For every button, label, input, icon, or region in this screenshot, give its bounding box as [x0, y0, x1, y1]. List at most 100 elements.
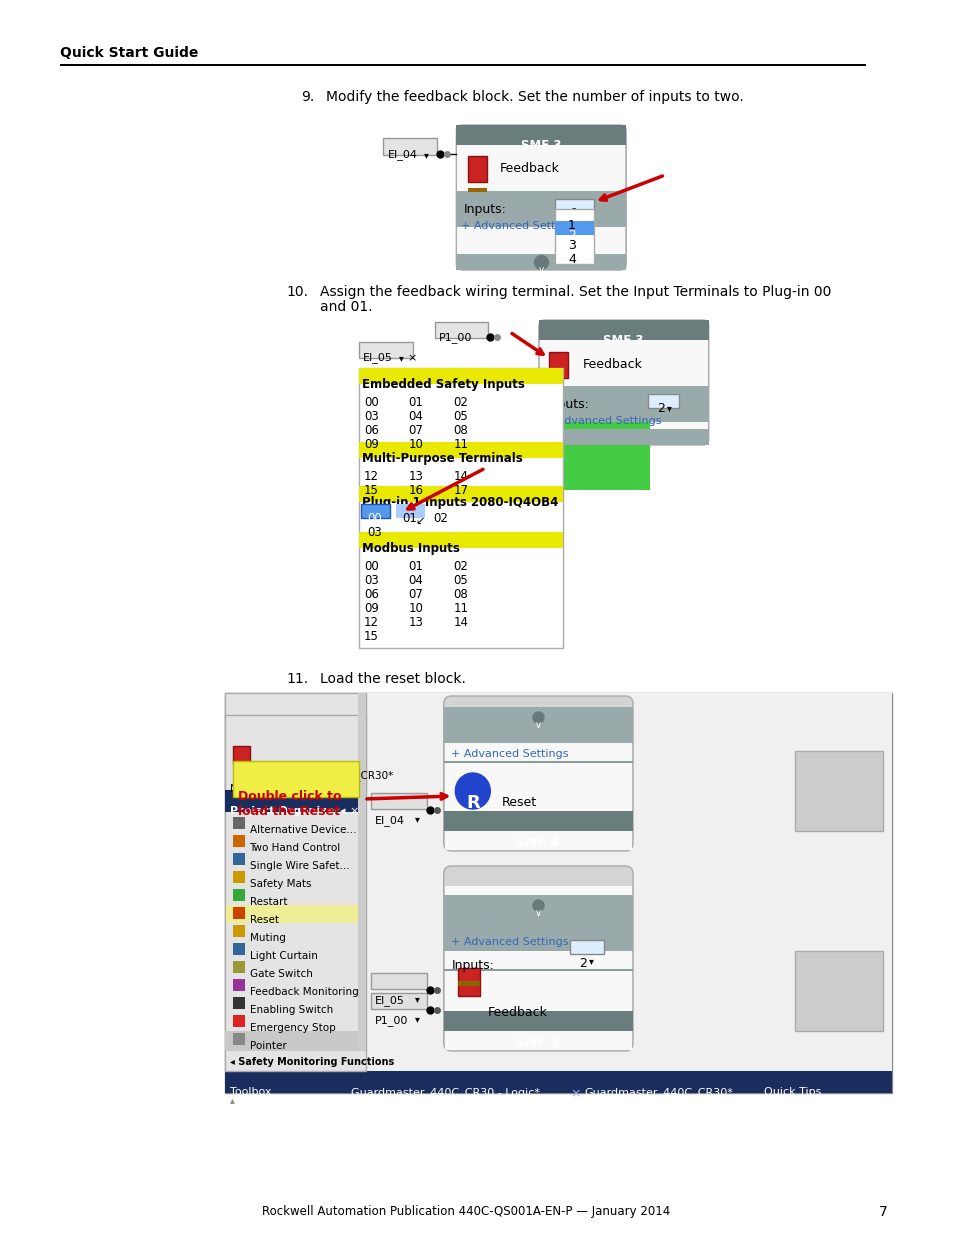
Bar	[443, 931, 633, 951]
Bar	[443, 761, 633, 763]
Text: 11.: 11.	[286, 672, 308, 685]
Text: ×: ×	[407, 353, 416, 363]
Bar	[225, 1031, 366, 1051]
Bar	[456, 254, 625, 270]
Text: Double click to: Double click to	[237, 790, 341, 803]
Bar	[233, 1015, 244, 1028]
Text: R: R	[465, 794, 479, 811]
Bar	[233, 746, 251, 764]
Text: Feedback: Feedback	[487, 1007, 547, 1019]
Text: 1: 1	[567, 219, 576, 232]
Text: 15: 15	[364, 630, 378, 643]
Text: ▾: ▾	[398, 353, 403, 363]
Bar	[383, 138, 436, 156]
Text: ▾: ▾	[589, 956, 594, 966]
Bar	[233, 979, 244, 990]
Bar	[555, 221, 594, 235]
Bar	[539, 340, 707, 445]
Text: 15: 15	[364, 484, 378, 496]
Text: Two Hand Control: Two Hand Control	[250, 844, 340, 853]
Text: ▾: ▾	[582, 207, 587, 219]
Bar	[233, 818, 244, 829]
Text: 14: 14	[453, 616, 468, 629]
Bar	[538, 387, 708, 388]
Text: Inputs:: Inputs:	[463, 203, 506, 216]
Text: Emergency Stop: Emergency Stop	[250, 1023, 335, 1032]
Text: 11: 11	[453, 601, 468, 615]
Bar	[569, 940, 603, 953]
Bar	[443, 811, 633, 831]
Text: ◂: ◂	[339, 806, 345, 816]
Text: 12: 12	[364, 616, 378, 629]
Bar	[794, 751, 882, 831]
Text: 07: 07	[408, 588, 423, 601]
Text: Guardmaster_440C_CR30 - Logic*: Guardmaster_440C_CR30 - Logic*	[351, 1087, 540, 1098]
Text: 02: 02	[433, 513, 447, 525]
Text: Guardmaster_440C_CR30*: Guardmaster_440C_CR30*	[254, 769, 394, 781]
Bar	[358, 693, 366, 1051]
Bar	[456, 125, 625, 144]
Text: 10.: 10.	[286, 285, 308, 299]
Text: 09: 09	[364, 438, 378, 451]
Bar	[371, 993, 427, 1009]
Text: P1_00: P1_00	[375, 1015, 408, 1026]
Text: 13: 13	[408, 471, 423, 483]
Bar	[456, 144, 624, 269]
Bar	[456, 191, 625, 209]
Text: ×: ×	[569, 1087, 579, 1100]
Bar	[468, 188, 487, 191]
Bar	[359, 487, 562, 501]
Bar	[225, 693, 366, 1071]
Text: 02: 02	[453, 396, 468, 409]
Text: 00: 00	[364, 559, 378, 573]
Text: 13: 13	[408, 616, 423, 629]
Bar	[444, 885, 632, 1050]
Text: 2: 2	[567, 228, 576, 242]
Text: 01: 01	[401, 513, 416, 525]
Circle shape	[455, 773, 490, 809]
Bar	[548, 352, 567, 378]
Bar	[444, 716, 632, 850]
Bar	[60, 63, 865, 65]
Text: SMF 3: SMF 3	[602, 333, 643, 347]
Text: ▾: ▾	[415, 994, 419, 1004]
Text: 01: 01	[408, 559, 423, 573]
Text: 03: 03	[364, 574, 378, 587]
Bar	[366, 693, 891, 1071]
Bar	[443, 706, 633, 725]
Text: ∨: ∨	[535, 720, 541, 730]
Text: Restart: Restart	[250, 897, 287, 906]
Text: 3: 3	[567, 240, 576, 252]
Bar	[225, 715, 366, 790]
Text: 05: 05	[453, 410, 468, 424]
Bar	[457, 968, 479, 995]
Text: ▾: ▾	[415, 814, 419, 824]
Text: Modify the feedback block. Set the number of inputs to two.: Modify the feedback block. Set the numbe…	[326, 90, 743, 104]
Text: EI_05: EI_05	[363, 352, 393, 363]
Bar	[233, 889, 244, 902]
Bar	[371, 793, 427, 809]
Text: Pointer: Pointer	[250, 1041, 286, 1051]
Bar	[233, 871, 244, 883]
Bar	[538, 320, 708, 340]
Bar	[395, 504, 425, 517]
Text: Multi-Purpose Terminals: Multi-Purpose Terminals	[362, 452, 522, 466]
Text: Safety Mats: Safety Mats	[250, 879, 311, 889]
Bar	[233, 906, 244, 919]
FancyBboxPatch shape	[443, 866, 633, 1051]
Text: 10: 10	[408, 438, 423, 451]
Text: ▾: ▾	[424, 149, 429, 161]
Text: Quick Tips: Quick Tips	[763, 1087, 821, 1097]
Text: 04: 04	[408, 410, 423, 424]
Bar	[555, 199, 594, 212]
Text: Inputs:: Inputs:	[546, 398, 589, 411]
Text: P1_00: P1_00	[438, 332, 472, 343]
Text: 04: 04	[408, 574, 423, 587]
FancyBboxPatch shape	[456, 125, 625, 270]
Bar	[538, 404, 708, 422]
Bar	[233, 961, 244, 973]
Text: Gate Switch: Gate Switch	[250, 969, 312, 979]
Bar	[233, 761, 359, 797]
Bar	[359, 368, 562, 648]
Text: 4: 4	[567, 253, 576, 266]
